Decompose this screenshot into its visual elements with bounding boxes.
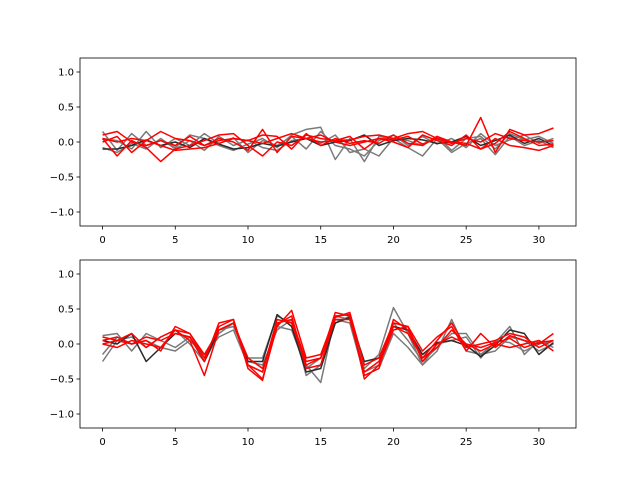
y-tick-label: −1.0	[50, 410, 74, 421]
x-tick-label: 10	[242, 437, 255, 448]
series-group	[101, 306, 554, 384]
y-tick-label: −0.5	[50, 173, 74, 184]
series-line-5	[102, 116, 554, 154]
x-tick-label: 25	[460, 235, 473, 246]
series-line-6	[102, 311, 554, 382]
plots-layer: 0 5 10 15 20 25 30 −1.0 −0.5 0.0 0.5 1.0 0 5 10 15 20 25 3…	[50, 57, 577, 448]
x-tick-label: 10	[242, 235, 255, 246]
series-line-8	[102, 130, 554, 147]
x-tick-label: 5	[172, 437, 178, 448]
series-line-4	[102, 134, 554, 150]
x-tick-label: 30	[533, 235, 546, 246]
x-tick-label: 20	[387, 235, 400, 246]
x-tick-label: 15	[314, 437, 327, 448]
subplot-2: 0 5 10 15 20 25 30 −1.0 −0.5 0.0 0.5 1.0	[50, 259, 577, 448]
series-line-8	[102, 311, 554, 370]
y-tick-label: 0.0	[58, 138, 74, 149]
x-tick-label: 0	[99, 437, 105, 448]
y-tick-label: 1.0	[58, 68, 74, 79]
y-tick-label: 0.5	[58, 103, 74, 114]
y-tick-label: −0.5	[50, 375, 74, 386]
subplot-1: 0 5 10 15 20 25 30 −1.0 −0.5 0.0 0.5 1.0	[50, 57, 577, 246]
series-line-6	[101, 130, 554, 163]
y-tick-label: −1.0	[50, 208, 74, 219]
x-tick-label: 0	[99, 235, 105, 246]
x-tick-label: 30	[533, 437, 546, 448]
series-group	[101, 116, 554, 163]
x-tick-label: 5	[172, 235, 178, 246]
x-tick-label: 15	[314, 235, 327, 246]
y-tick-label: 1.0	[58, 270, 74, 281]
y-tick-label: 0.0	[58, 340, 74, 351]
y-tick-label: 0.5	[58, 305, 74, 316]
x-tick-label: 25	[460, 437, 473, 448]
x-tick-label: 20	[387, 437, 400, 448]
